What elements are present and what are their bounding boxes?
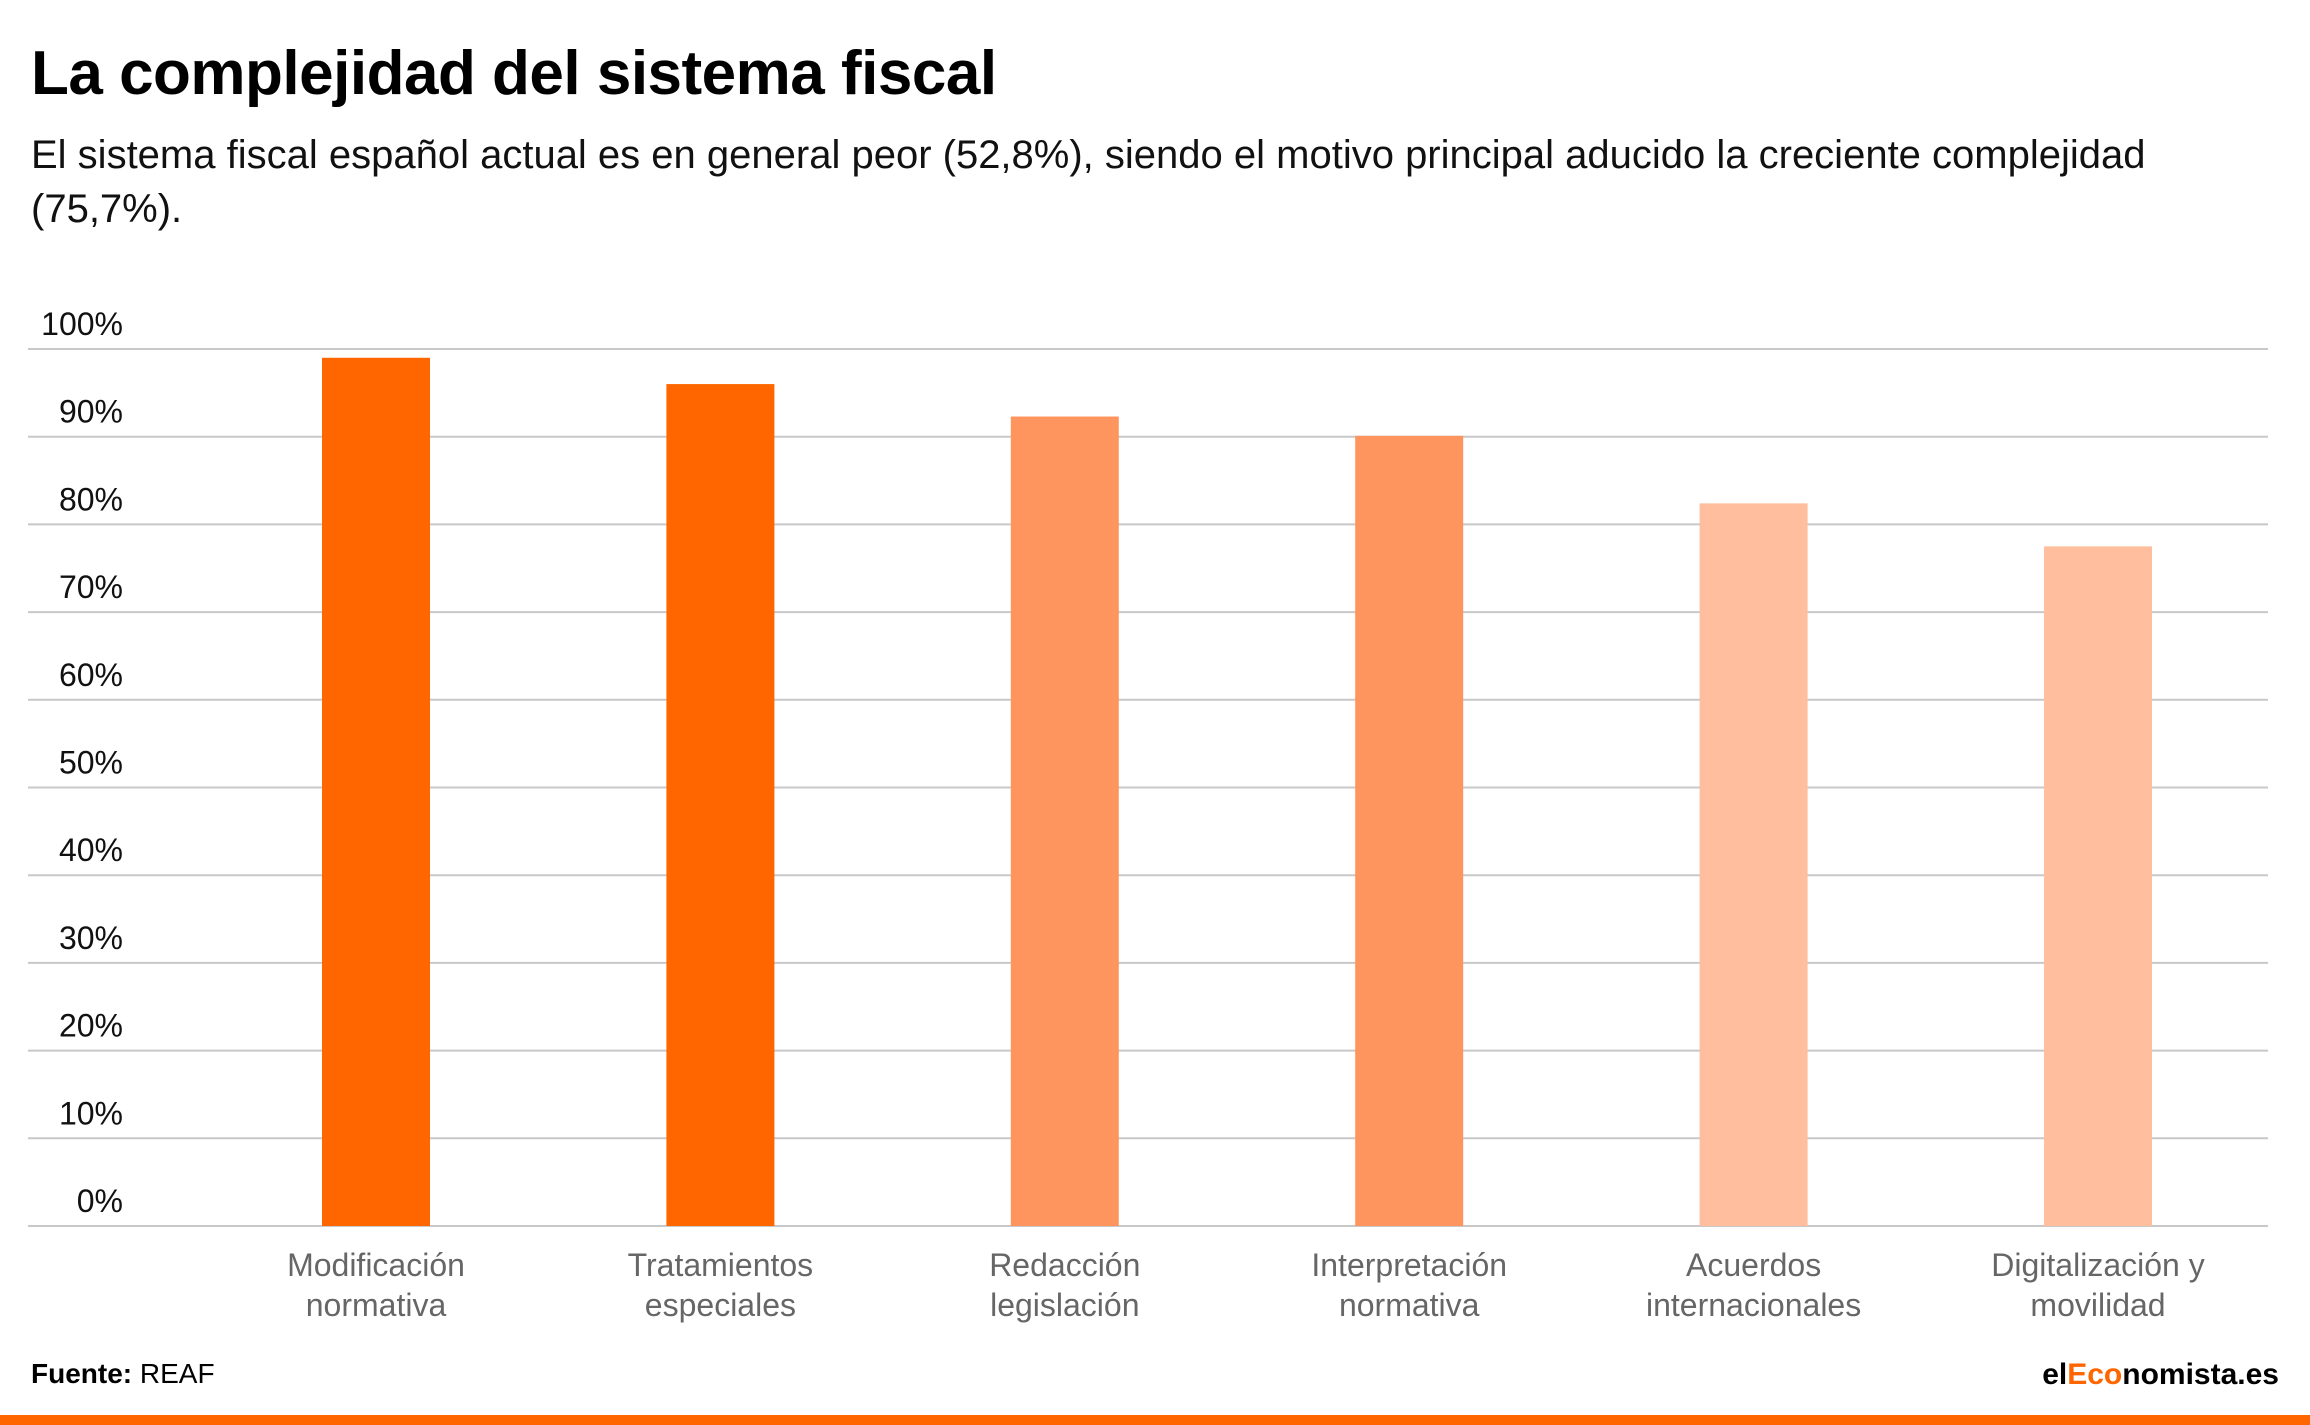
bar [1010, 416, 1119, 1226]
x-category-label: internacionales [1646, 1287, 1861, 1323]
chart-subtitle: El sistema fiscal español actual es en g… [31, 133, 2146, 231]
source-value: REAF [139, 1358, 215, 1389]
x-category-label: Tratamientos [628, 1247, 814, 1283]
brand-part3: nomista.es [2122, 1358, 2279, 1391]
y-tick-label: 60% [59, 657, 123, 693]
x-category-label: Acuerdos [1686, 1247, 1821, 1283]
x-category-label: normativa [1339, 1287, 1480, 1323]
bar-chart: 0% 10% 20% 30% 40% 50% 60% 70% 80% 90% 100% Modific… [28, 306, 2268, 1323]
y-tick-label: 10% [59, 1095, 123, 1131]
source-note: Fuente: REAF [31, 1358, 215, 1390]
brand-part1: el [2042, 1358, 2068, 1391]
x-category-label: legislación [990, 1287, 1139, 1323]
x-category-label: movilidad [2030, 1287, 2165, 1323]
chart-title: La complejidad del sistema fiscal [31, 39, 997, 108]
x-category-label: Interpretación [1311, 1247, 1507, 1283]
bottom-accent-bar [0, 1415, 2310, 1425]
x-category-label: Modificación [287, 1247, 465, 1283]
y-tick-label: 90% [59, 394, 123, 430]
x-category-label: Digitalización y [1991, 1247, 2204, 1283]
bar [322, 357, 430, 1226]
x-category-label: Redacción [989, 1247, 1140, 1283]
x-category-label: normativa [306, 1287, 447, 1323]
y-tick-label: 50% [59, 745, 123, 781]
bar [1355, 435, 1464, 1226]
bar [666, 384, 775, 1227]
y-tick-label: 70% [59, 569, 123, 605]
bar [2044, 546, 2152, 1226]
y-tick-label: 30% [59, 920, 123, 956]
y-tick-label: 100% [41, 306, 123, 342]
y-tick-label: 0% [77, 1183, 123, 1219]
y-tick-label: 40% [59, 832, 123, 868]
y-tick-label: 80% [59, 481, 123, 517]
x-category-label: especiales [645, 1287, 796, 1323]
y-tick-label: 20% [59, 1008, 123, 1044]
bar [1699, 503, 1808, 1226]
brand-logo: elEconomista.es [2042, 1358, 2279, 1392]
brand-part2: Eco [2067, 1358, 2123, 1391]
source-label: Fuente: [31, 1358, 133, 1389]
